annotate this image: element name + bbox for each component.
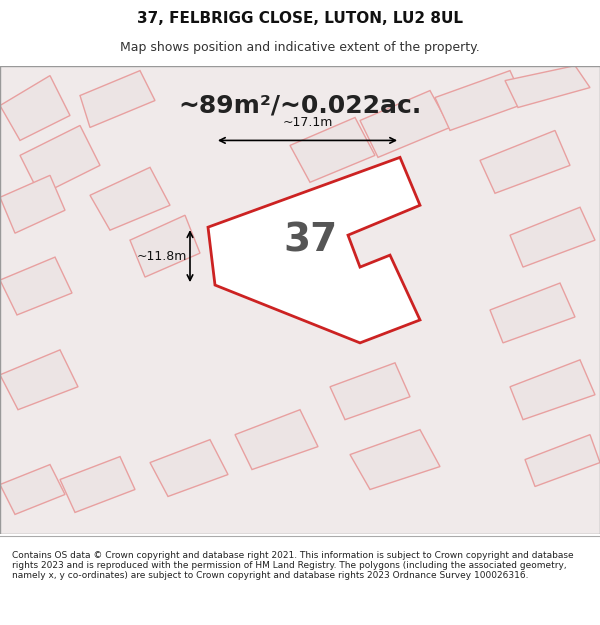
Polygon shape	[90, 168, 170, 230]
Text: ~17.1m: ~17.1m	[283, 116, 332, 129]
Polygon shape	[20, 126, 100, 195]
Polygon shape	[490, 283, 575, 343]
Polygon shape	[525, 434, 600, 486]
Polygon shape	[0, 350, 78, 410]
Polygon shape	[130, 215, 200, 277]
Polygon shape	[510, 360, 595, 419]
Polygon shape	[510, 208, 595, 267]
Text: ~89m²/~0.022ac.: ~89m²/~0.022ac.	[178, 94, 422, 118]
Polygon shape	[0, 176, 65, 233]
Polygon shape	[505, 66, 590, 108]
Text: 37: 37	[283, 221, 337, 259]
Polygon shape	[330, 363, 410, 419]
Polygon shape	[360, 91, 450, 158]
Polygon shape	[150, 439, 228, 496]
Polygon shape	[480, 131, 570, 193]
Polygon shape	[350, 429, 440, 489]
Polygon shape	[80, 71, 155, 128]
Polygon shape	[0, 257, 72, 315]
Text: Contains OS data © Crown copyright and database right 2021. This information is : Contains OS data © Crown copyright and d…	[12, 551, 574, 581]
Text: 37, FELBRIGG CLOSE, LUTON, LU2 8UL: 37, FELBRIGG CLOSE, LUTON, LU2 8UL	[137, 11, 463, 26]
Polygon shape	[208, 158, 420, 343]
Polygon shape	[60, 457, 135, 512]
Polygon shape	[235, 410, 318, 469]
Text: Map shows position and indicative extent of the property.: Map shows position and indicative extent…	[120, 41, 480, 54]
Text: ~11.8m: ~11.8m	[137, 249, 187, 262]
Polygon shape	[290, 118, 375, 182]
Polygon shape	[0, 464, 65, 514]
Polygon shape	[0, 76, 70, 141]
Polygon shape	[435, 71, 525, 131]
